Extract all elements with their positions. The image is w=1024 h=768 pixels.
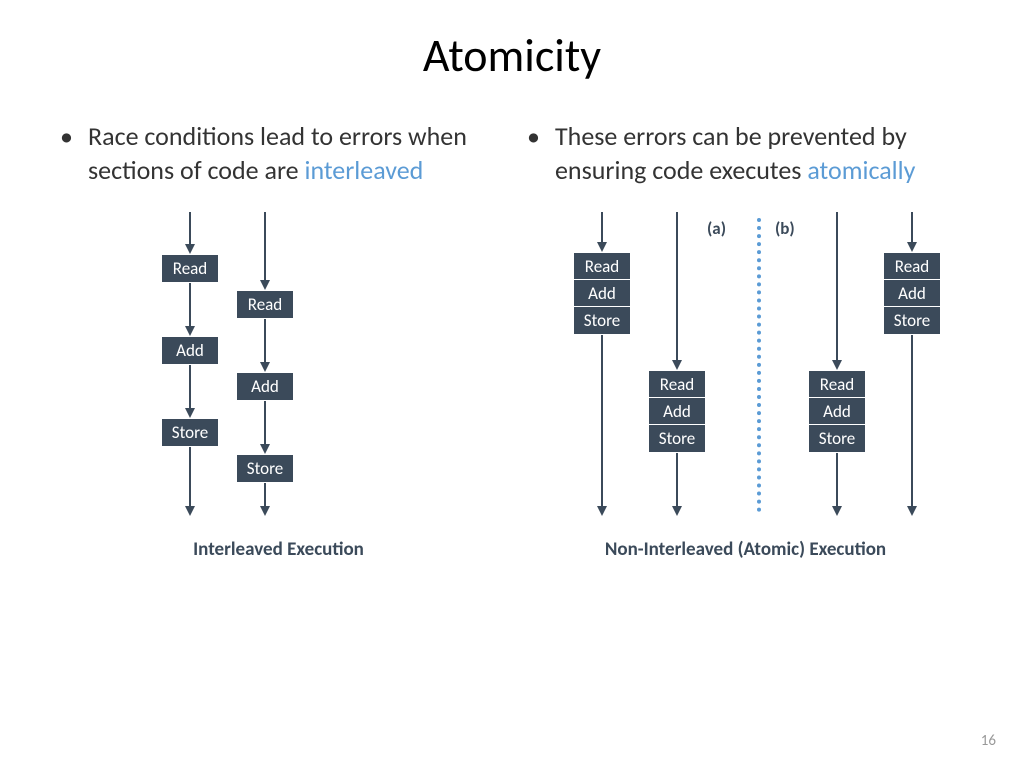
left-bullet-text: Race conditions lead to errors when sect…	[88, 120, 497, 188]
left-bullet-highlight: interleaved	[304, 154, 423, 186]
arrow-head	[597, 242, 607, 252]
arrow-line	[189, 444, 191, 507]
arrow-line	[264, 316, 266, 363]
label-a: (a)	[707, 218, 726, 239]
arrow-head	[597, 506, 607, 516]
arrow-line	[264, 398, 266, 445]
arrow-line	[264, 212, 266, 281]
arrow-head	[832, 506, 842, 516]
right-bullet: • These errors can be prevented by ensur…	[527, 120, 964, 188]
content-columns: • Race conditions lead to errors when se…	[0, 120, 1024, 561]
left-bullet: • Race conditions lead to errors when se…	[60, 120, 497, 188]
op-box-read: Read	[883, 252, 941, 281]
op-box-add: Add	[808, 397, 866, 426]
arrow-line	[836, 450, 838, 507]
op-box-store: Store	[236, 454, 294, 483]
arrow-line	[601, 332, 603, 507]
right-bullet-highlight: atomically	[807, 154, 915, 186]
arrow-head	[260, 362, 270, 372]
arrow-line	[911, 332, 913, 507]
arrow-line	[601, 212, 603, 243]
slide-title: Atomicity	[0, 0, 1024, 84]
op-box-read: Read	[573, 252, 631, 281]
arrow-head	[672, 506, 682, 516]
arrow-head	[260, 280, 270, 290]
arrow-line	[911, 212, 913, 243]
arrow-head	[260, 444, 270, 454]
op-box-add: Add	[573, 279, 631, 308]
right-caption: Non-Interleaved (Atomic) Execution	[527, 538, 964, 561]
arrow-line	[189, 362, 191, 409]
arrow-head	[185, 244, 195, 254]
arrow-head	[907, 242, 917, 252]
arrow-head	[185, 408, 195, 418]
op-box-add: Add	[648, 397, 706, 426]
arrow-line	[676, 450, 678, 507]
op-box-add: Add	[161, 336, 219, 365]
dotted-separator	[757, 218, 761, 512]
arrow-line	[264, 480, 266, 507]
arrow-head	[907, 506, 917, 516]
left-column: • Race conditions lead to errors when se…	[60, 120, 497, 561]
bullet-dot: •	[527, 120, 555, 188]
right-column: • These errors can be prevented by ensur…	[527, 120, 964, 561]
page-number: 16	[981, 732, 996, 750]
arrow-line	[189, 212, 191, 245]
arrow-line	[189, 280, 191, 327]
op-box-store: Store	[648, 424, 706, 453]
arrow-head	[185, 326, 195, 336]
op-box-add: Add	[236, 372, 294, 401]
op-box-store: Store	[573, 306, 631, 335]
op-box-store: Store	[161, 418, 219, 447]
atomic-diagram: (a)(b)ReadAddStoreReadAddStoreReadAddSto…	[527, 212, 964, 532]
right-bullet-text: These errors can be prevented by ensurin…	[555, 120, 964, 188]
arrow-head	[832, 360, 842, 370]
op-box-read: Read	[808, 370, 866, 399]
op-box-store: Store	[808, 424, 866, 453]
arrow-head	[260, 506, 270, 516]
op-box-store: Store	[883, 306, 941, 335]
arrow-line	[836, 212, 838, 361]
arrow-head	[185, 506, 195, 516]
op-box-read: Read	[648, 370, 706, 399]
bullet-dot: •	[60, 120, 88, 188]
arrow-line	[676, 212, 678, 361]
interleaved-diagram: Read Read Add Add Store Store	[60, 212, 497, 532]
op-box-add: Add	[883, 279, 941, 308]
op-box-read: Read	[161, 254, 219, 283]
label-b: (b)	[775, 218, 795, 239]
left-caption: Interleaved Execution	[60, 538, 497, 561]
op-box-read: Read	[236, 290, 294, 319]
arrow-head	[672, 360, 682, 370]
